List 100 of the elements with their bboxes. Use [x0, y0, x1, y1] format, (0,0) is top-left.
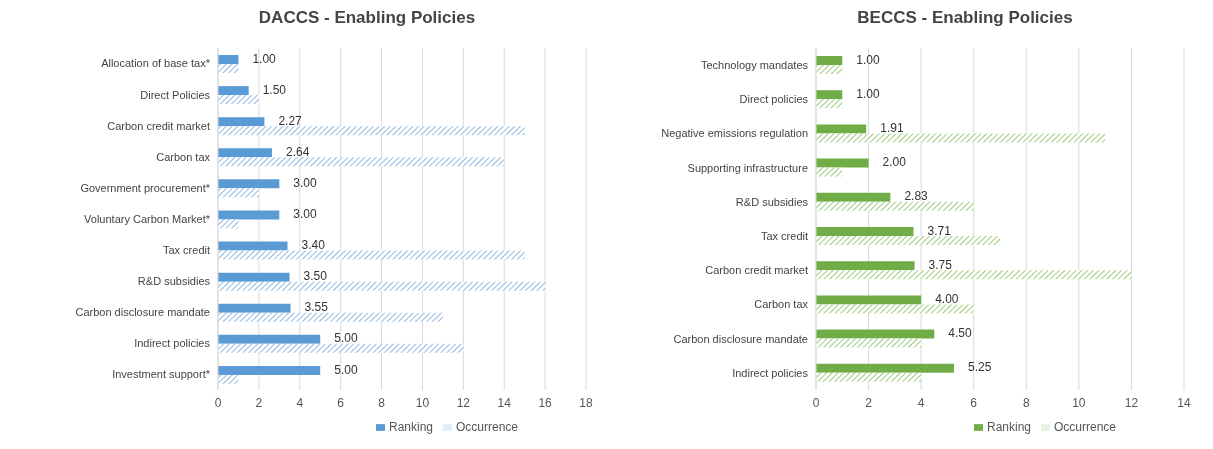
x-tick-label: 0	[214, 395, 222, 410]
x-tick-label: 14	[497, 395, 512, 410]
bar	[816, 227, 914, 236]
legend-label: Ranking	[986, 420, 1031, 434]
bar	[816, 90, 843, 100]
bar	[218, 219, 239, 229]
bar	[816, 56, 843, 65]
y-tick-label: Tax credit	[162, 244, 210, 256]
y-tick-label: Government procurement*	[80, 181, 211, 194]
y-tick-label: Voluntary Carbon Market*	[84, 212, 211, 225]
data-label: 3.40	[301, 238, 326, 253]
data-label: 2.64	[285, 144, 310, 159]
chart-title: BECCS - Enabling Policies	[856, 8, 1074, 29]
y-tick-label: Supporting infrastructure	[687, 161, 808, 174]
y-tick-label: R&D subsidies	[735, 195, 809, 208]
x-tick-label: 6	[970, 395, 978, 410]
data-label: 2.83	[904, 189, 929, 204]
y-tick-label: Carbon credit market	[705, 264, 808, 277]
bar	[816, 201, 974, 211]
x-tick-label: 2	[255, 395, 263, 410]
x-tick-label: 10	[1072, 395, 1086, 410]
data-label: 5.00	[334, 331, 358, 346]
bar	[218, 117, 265, 127]
bar	[816, 261, 915, 271]
bar	[218, 148, 272, 158]
x-tick-label: 6	[337, 395, 345, 410]
bar	[816, 167, 843, 177]
bar	[816, 158, 869, 168]
bar	[218, 95, 259, 105]
bar	[816, 295, 922, 305]
x-tick-label: 0	[812, 395, 820, 410]
y-tick-label: Investment support*	[112, 368, 211, 381]
x-tick-label: 10	[415, 395, 430, 410]
y-tick-label: Carbon credit market	[107, 119, 210, 132]
bar	[218, 126, 525, 136]
bar	[218, 303, 291, 313]
bar	[218, 179, 280, 189]
bar	[816, 192, 891, 202]
data-label: 1.00	[252, 51, 277, 66]
y-tick-label: Allocation of base tax*	[101, 57, 211, 70]
y-tick-label: Direct policies	[739, 93, 809, 106]
bar	[816, 329, 935, 339]
data-label: 4.00	[935, 292, 959, 307]
bar	[218, 343, 464, 353]
bar	[816, 372, 922, 382]
data-label: 3.00	[293, 207, 318, 222]
bar	[816, 65, 843, 74]
data-label: 1.91	[880, 121, 904, 136]
chart-title: DACCS - Enabling Policies	[257, 8, 477, 29]
data-label: 3.75	[928, 257, 953, 272]
data-label: 2.00	[882, 155, 907, 170]
bar	[218, 250, 525, 260]
bar	[218, 365, 321, 375]
bar	[816, 363, 954, 373]
bar	[218, 157, 505, 167]
bar	[218, 281, 546, 291]
bar	[218, 210, 280, 220]
y-tick-label: Negative emissions regulation	[661, 127, 808, 140]
bar	[218, 55, 239, 64]
legend-label: Ranking	[388, 420, 433, 434]
bar	[218, 188, 259, 198]
legend-label: Occurrence	[1054, 420, 1117, 434]
x-tick-label: 18	[579, 395, 593, 410]
data-label: 3.71	[927, 223, 952, 238]
y-tick-label: R&D subsidies	[137, 275, 211, 288]
bar	[816, 304, 974, 314]
data-label: 1.00	[856, 86, 880, 101]
y-tick-label: Carbon tax	[754, 298, 809, 311]
data-label: 3.00	[293, 176, 318, 191]
data-label: 3.50	[303, 269, 328, 284]
bar	[218, 374, 239, 384]
bar	[816, 236, 1000, 245]
bar	[816, 338, 922, 348]
bar	[816, 124, 867, 134]
y-tick-label: Direct Policies	[140, 88, 211, 101]
data-label: 4.50	[948, 326, 972, 341]
y-tick-label: Carbon tax	[156, 150, 211, 163]
x-tick-label: 4	[296, 395, 304, 410]
y-tick-label: Tax credit	[760, 230, 808, 243]
bar	[816, 270, 1132, 280]
bar	[218, 334, 321, 344]
x-tick-label: 14	[1177, 395, 1191, 410]
data-label: 3.55	[304, 300, 329, 315]
x-tick-label: 16	[538, 395, 553, 410]
data-label: 5.00	[334, 362, 358, 377]
x-tick-label: 12	[1124, 395, 1139, 410]
x-tick-label: 8	[378, 395, 386, 410]
y-tick-label: Carbon disclosure mandate	[673, 332, 808, 345]
x-tick-label: 8	[1022, 395, 1030, 410]
x-tick-label: 4	[917, 395, 925, 410]
bar	[218, 241, 288, 251]
y-tick-label: Indirect policies	[134, 337, 211, 350]
bar	[218, 64, 239, 73]
bar	[218, 312, 443, 322]
data-label: 2.27	[278, 113, 303, 128]
legend-label: Occurrence	[456, 420, 519, 434]
data-label: 1.50	[262, 82, 287, 97]
x-tick-label: 2	[865, 395, 873, 410]
bar	[218, 86, 249, 96]
data-label: 5.25	[968, 360, 992, 375]
